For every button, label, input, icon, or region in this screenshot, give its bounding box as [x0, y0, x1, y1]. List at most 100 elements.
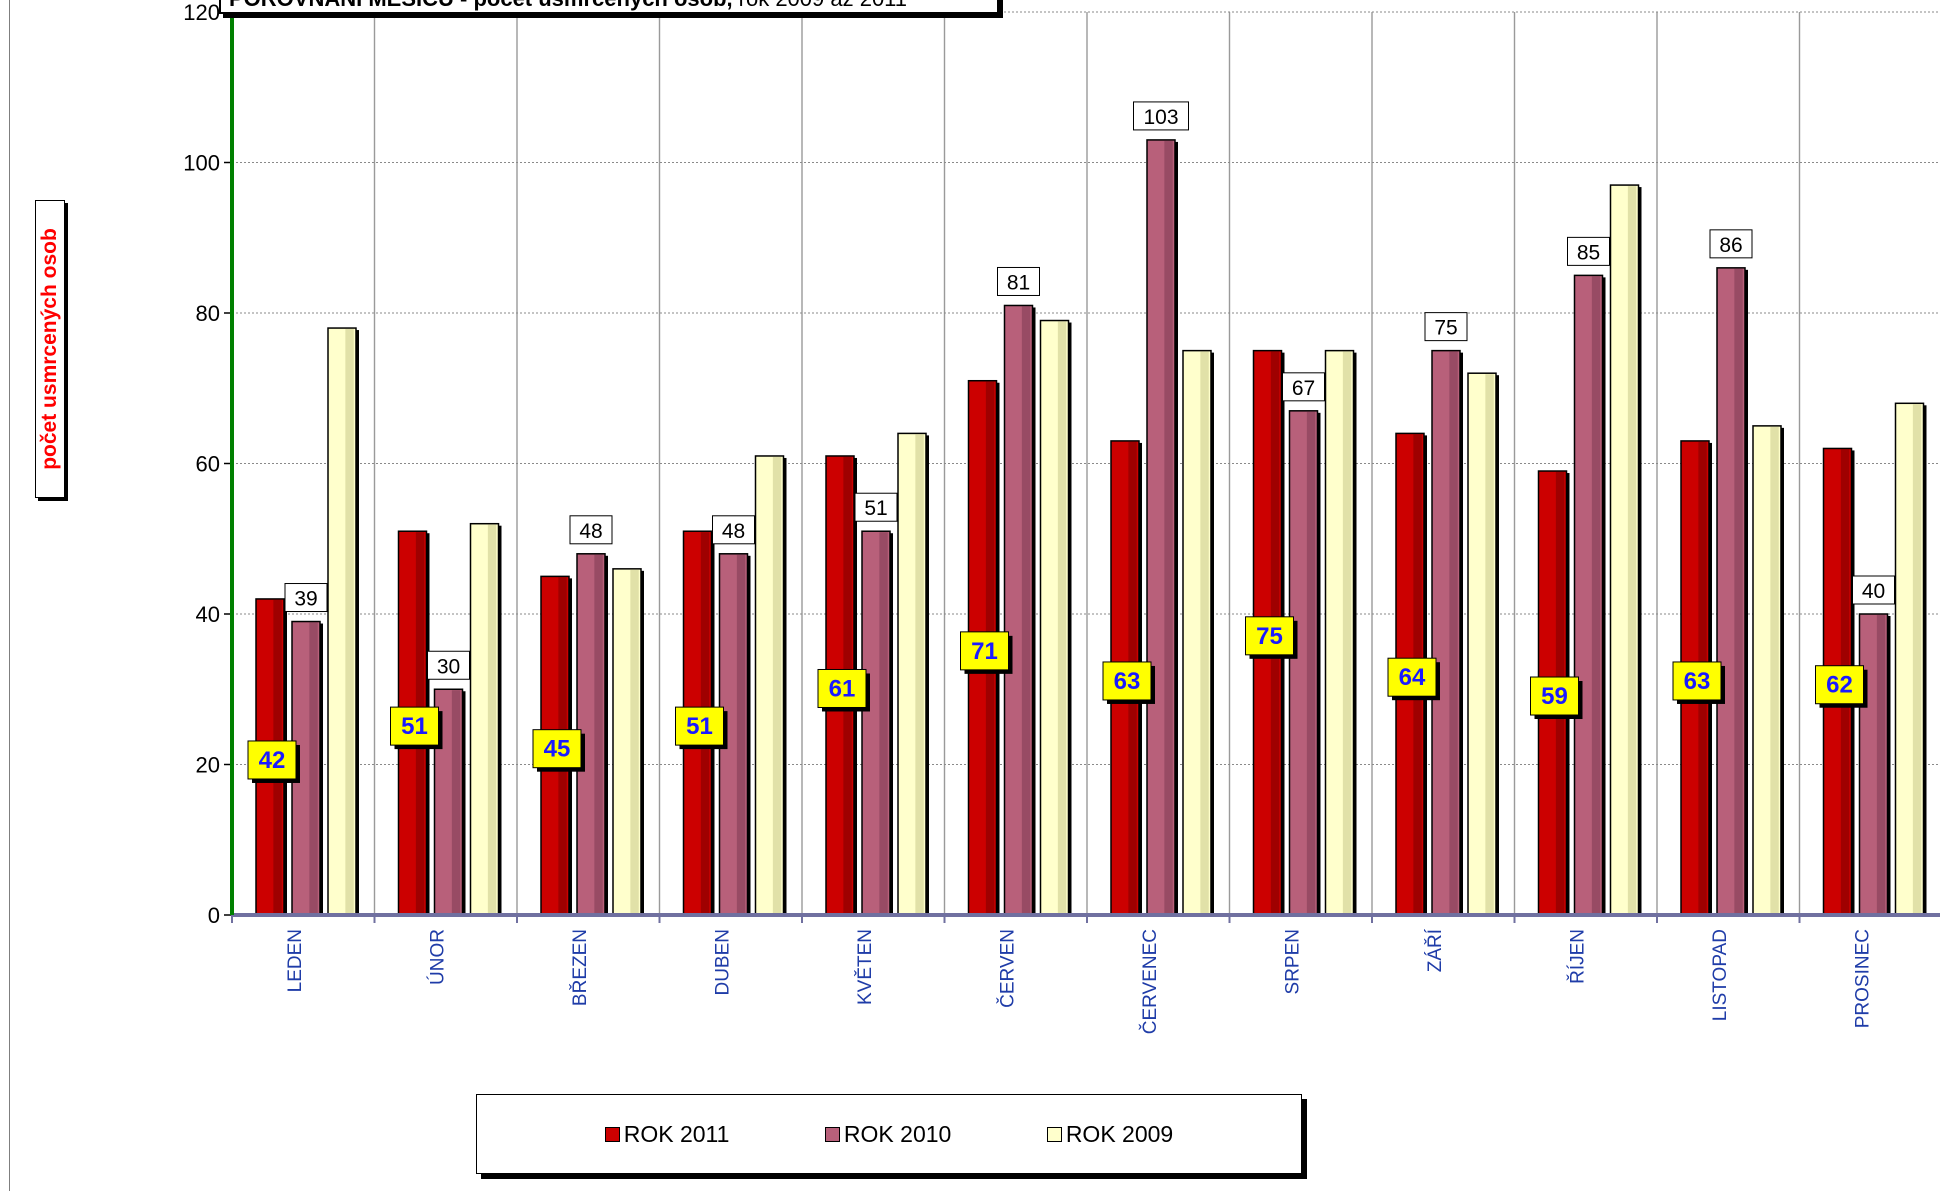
data-label-2010-box: [569, 515, 613, 545]
data-label-2010: 67: [1292, 377, 1315, 400]
data-label-2011-box: [1815, 665, 1864, 705]
category-label: ZÁŘÍ: [1424, 928, 1446, 972]
category-label: ŘÍJEN: [1567, 929, 1589, 984]
legend: ROK 2011 ROK 2010 ROK 2009: [476, 1094, 1302, 1174]
chart-subtitle: rok 2009 až 2011: [739, 0, 907, 12]
data-label-2011: 75: [1256, 623, 1283, 650]
bars: [255, 139, 1927, 916]
legend-label-2009: ROK 2009: [1065, 1120, 1174, 1147]
bar-highlight: [1021, 306, 1031, 916]
y-tick-label: 120: [183, 0, 220, 25]
data-label-2010-box: [854, 492, 898, 522]
chart-frame: [9, 0, 1940, 1191]
bar-highlight: [1200, 351, 1209, 915]
data-label-2011-box: [1672, 661, 1722, 701]
chart-title: POROVNÁNÍ MĚSÍCŮ - počet usmrcených osob…: [229, 0, 733, 12]
data-label-2010-box: [284, 583, 328, 613]
bar-highlight: [879, 532, 888, 915]
axes: 0 20 40 60 80 100 120 LEDEN ÚNOR BŘEZEN DUBEN KVĚTE…: [183, 0, 1940, 1034]
data-label-2011-box: [1387, 657, 1437, 697]
data-label-2010: 86: [1719, 234, 1742, 257]
bar-highlight: [1876, 615, 1886, 915]
bar-highlight: [1306, 411, 1316, 915]
bar-highlight: [487, 524, 497, 915]
bar-highlight: [1591, 276, 1601, 915]
legend-swatch-2011: [604, 1126, 620, 1142]
bar-highlight: [1449, 351, 1458, 915]
data-label-2010: 48: [722, 520, 745, 543]
data-label-2010-box: [1282, 372, 1325, 402]
legend-item-2011: ROK 2011: [604, 1120, 730, 1148]
bar-highlight: [309, 622, 318, 915]
legend-item-2009: ROK 2009: [1046, 1120, 1174, 1148]
y-axis-title: počet usmrcených osob: [38, 228, 61, 470]
data-label-2011: 61: [829, 675, 856, 702]
data-label-2011: 62: [1826, 672, 1853, 699]
data-label-2010: 81: [1007, 271, 1030, 294]
bar-highlight: [1734, 268, 1743, 916]
legend-label-2011: ROK 2011: [623, 1120, 730, 1147]
data-label-2010-box: [1709, 229, 1753, 259]
data-label-2010-box: [1424, 312, 1468, 342]
data-label-2010: 39: [294, 588, 317, 611]
data-label-2011-box: [817, 668, 867, 708]
bar-highlight: [594, 554, 603, 915]
data-label-2011: 42: [259, 747, 286, 774]
data-label-2010: 85: [1577, 241, 1600, 264]
data-label-2011-box: [247, 740, 297, 780]
category-label: ČERVEN: [997, 929, 1019, 1008]
data-label-2010: 103: [1143, 106, 1178, 129]
data-label-2011: 63: [1114, 668, 1141, 695]
data-label-2010-box: [427, 650, 470, 680]
data-label-2011: 71: [971, 638, 998, 665]
data-labels: 39 42 30 51 48 45 48 51 51 61 81 71 103 63 67 75 75 64 85 5…: [247, 101, 1895, 783]
data-label-2010: 48: [579, 520, 602, 543]
data-label-2010: 30: [437, 655, 460, 678]
bar-highlight: [1627, 186, 1637, 915]
data-label-2011-box: [390, 706, 439, 746]
category-label: ČERVENEC: [1139, 929, 1161, 1034]
bar-highlight: [1164, 140, 1173, 916]
data-label-2010: 51: [864, 497, 887, 520]
legend-label-2010: ROK 2010: [843, 1120, 952, 1147]
category-label: ÚNOR: [427, 929, 449, 985]
bar-highlight: [451, 690, 461, 915]
category-label: PROSINEC: [1853, 929, 1874, 1028]
category-label: KVĚTEN: [854, 929, 876, 1005]
data-label-2011: 45: [544, 736, 571, 763]
y-tick-label: 100: [183, 151, 220, 176]
data-label-2010: 75: [1434, 317, 1457, 340]
data-label-2011: 59: [1541, 683, 1568, 710]
data-label-2011-box: [532, 729, 582, 769]
y-tick-label: 80: [196, 301, 220, 326]
bar-highlight: [1342, 351, 1352, 915]
chart-title-box: POROVNÁNÍ MĚSÍCŮ - počet usmrcených osob…: [219, 0, 999, 14]
category-label: DUBEN: [713, 929, 734, 996]
data-label-2011-box: [1245, 616, 1294, 656]
y-tick-label: 60: [196, 452, 220, 477]
data-label-2011-box: [1102, 661, 1152, 701]
data-label-2010-box: [1852, 575, 1895, 605]
bar-highlight: [772, 456, 782, 915]
bar-highlight: [1770, 426, 1779, 915]
data-label-2010-box: [1133, 101, 1189, 131]
bar-highlight: [915, 434, 924, 915]
data-label-2011: 63: [1684, 668, 1711, 695]
bar-highlight: [736, 554, 746, 915]
legend-item-2010: ROK 2010: [824, 1120, 952, 1148]
bar-highlight: [345, 329, 354, 915]
data-label-2010-box: [997, 266, 1040, 296]
bar-highlight: [1912, 404, 1922, 915]
category-label: BŘEZEN: [569, 929, 591, 1006]
y-tick-label: 0: [208, 903, 220, 928]
y-tick-label: 40: [196, 602, 220, 627]
data-label-2011-box: [1530, 676, 1579, 716]
bar-highlight: [630, 569, 639, 915]
data-label-2011: 51: [401, 713, 428, 740]
category-label: LISTOPAD: [1710, 929, 1731, 1021]
data-label-2010: 40: [1862, 580, 1885, 603]
data-label-2011: 51: [686, 713, 713, 740]
legend-swatch-2009: [1046, 1126, 1062, 1142]
y-axis-title-box: počet usmrcených osob: [35, 200, 65, 498]
